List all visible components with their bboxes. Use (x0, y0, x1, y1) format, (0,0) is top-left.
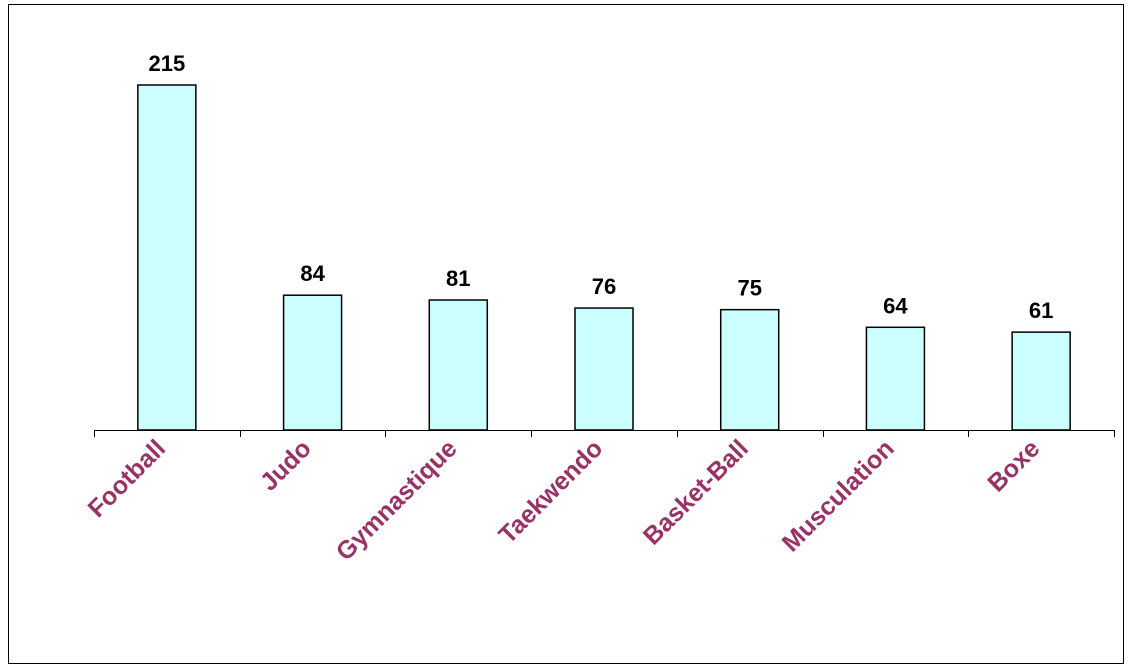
value-label: 215 (148, 51, 185, 76)
bar (137, 84, 197, 431)
bar (574, 307, 634, 431)
value-label: 75 (737, 276, 761, 301)
value-label: 64 (883, 293, 908, 318)
bar (865, 326, 926, 431)
bar (1011, 331, 1071, 431)
value-label: 76 (592, 274, 616, 299)
value-label: 81 (446, 266, 470, 291)
bar (282, 294, 343, 431)
value-label: 61 (1029, 298, 1053, 323)
bar (428, 299, 489, 431)
value-label: 84 (300, 261, 325, 286)
bar (719, 308, 780, 431)
